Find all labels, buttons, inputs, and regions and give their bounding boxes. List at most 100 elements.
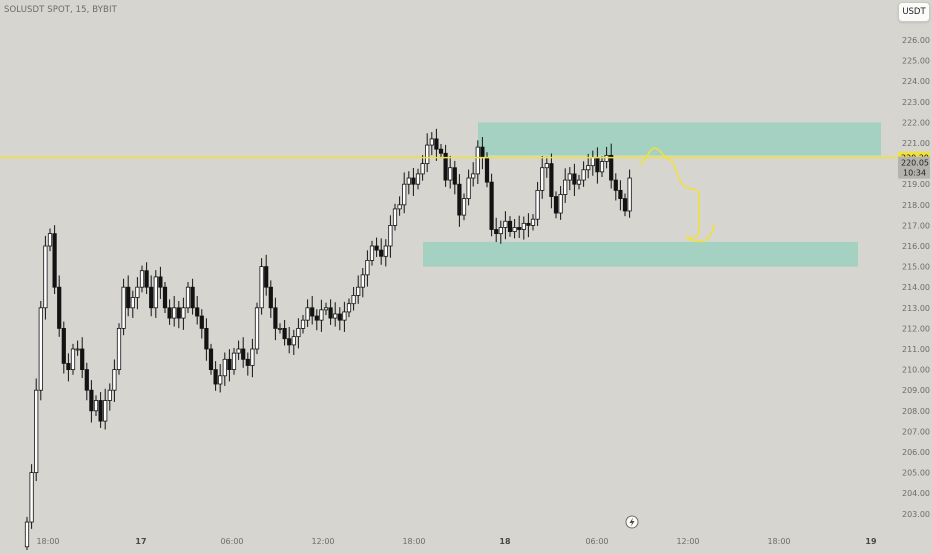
candle	[130, 290, 135, 318]
candle-body	[305, 307, 310, 321]
candle-body	[70, 348, 76, 371]
candle	[346, 298, 352, 318]
candle	[300, 315, 306, 334]
candle-body	[563, 179, 568, 195]
candle	[622, 193, 628, 217]
candle	[43, 235, 48, 320]
candle	[259, 258, 264, 315]
candle	[199, 309, 204, 339]
candle-body	[604, 154, 609, 162]
candle	[268, 280, 273, 318]
price-tick-label: 218.00	[902, 201, 930, 210]
candle-body	[498, 227, 503, 235]
candle-body	[457, 183, 462, 216]
candle-body	[526, 222, 531, 226]
candle	[369, 240, 375, 266]
last-price-value: 220.05	[901, 159, 929, 168]
candle	[540, 155, 545, 199]
candle	[291, 329, 296, 355]
price-tick-label: 210.00	[902, 366, 930, 375]
candle	[144, 262, 149, 294]
price-tick-label: 224.00	[902, 77, 930, 86]
candle	[29, 464, 34, 529]
candle-body	[130, 297, 135, 309]
candle	[351, 286, 356, 311]
candle-body	[314, 315, 319, 321]
candle-body	[530, 218, 536, 226]
candle-body	[471, 173, 476, 179]
candle-body	[494, 229, 499, 235]
candle-body	[627, 177, 632, 212]
price-tick-label: 222.00	[902, 118, 930, 127]
candle	[337, 307, 342, 331]
candle	[360, 268, 365, 298]
candle	[245, 352, 250, 376]
candle-body	[236, 348, 241, 354]
candle-body	[98, 400, 103, 422]
candle-body	[590, 157, 595, 167]
candle-body	[296, 327, 301, 338]
upper-zone	[478, 122, 881, 156]
candle-body	[558, 194, 563, 214]
candle-body	[291, 336, 296, 346]
candle-body	[466, 177, 471, 200]
candle-body	[241, 348, 246, 360]
candle-body	[153, 276, 158, 309]
candle-body	[80, 348, 85, 371]
candle	[75, 340, 80, 356]
candle-body	[89, 389, 94, 412]
candle	[627, 169, 632, 218]
candle-body	[369, 245, 375, 261]
candle-body	[434, 138, 439, 150]
candle	[581, 161, 586, 187]
candle-body	[388, 224, 393, 247]
candle-body	[544, 163, 549, 169]
candle-body	[245, 358, 250, 366]
candle-body	[402, 183, 407, 206]
candle	[489, 173, 494, 237]
candle	[535, 181, 540, 227]
candle	[181, 297, 186, 330]
candle-body	[199, 315, 204, 329]
candle-body	[172, 307, 177, 319]
candle	[572, 163, 577, 196]
candle	[208, 343, 214, 375]
candle	[563, 168, 568, 203]
candle	[448, 155, 453, 189]
candle	[530, 214, 536, 231]
candle	[553, 191, 559, 219]
candle-body	[535, 189, 540, 220]
candle-body	[337, 313, 342, 321]
price-tick-label: 221.00	[902, 139, 930, 148]
candle	[599, 156, 605, 177]
candle	[356, 275, 361, 304]
currency-button[interactable]: USDT	[898, 2, 930, 22]
candle	[139, 265, 145, 293]
candle	[273, 297, 278, 341]
candle	[61, 321, 66, 374]
candle	[512, 219, 517, 239]
candle-body	[484, 157, 490, 183]
candle-body	[346, 303, 352, 313]
candle-body	[107, 389, 112, 401]
candle-body	[43, 245, 48, 309]
candle	[374, 237, 379, 257]
candle	[314, 309, 319, 331]
candle	[89, 380, 94, 423]
candle-body	[250, 348, 255, 366]
lightning-icon[interactable]	[625, 515, 639, 529]
candle	[434, 128, 439, 161]
candle-body	[254, 307, 260, 350]
time-tick-label: 12:00	[311, 537, 334, 546]
candle-body	[259, 266, 264, 309]
price-tick-label: 216.00	[902, 242, 930, 251]
price-tick-label: 212.00	[902, 324, 930, 333]
candle-body	[273, 307, 278, 329]
candle-body	[116, 327, 122, 370]
candle-body	[406, 177, 411, 185]
candle-body	[29, 472, 34, 523]
candle	[57, 275, 62, 337]
